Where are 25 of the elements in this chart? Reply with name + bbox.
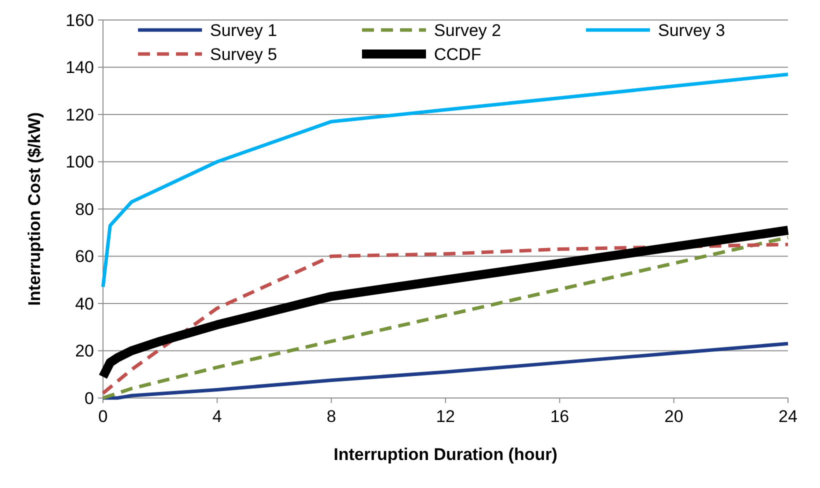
legend-label: Survey 2 [434,20,502,40]
x-tick-label: 12 [436,407,455,426]
legend-label: Survey 5 [210,44,278,64]
y-axis-title: Interruption Cost ($/kW) [25,112,44,306]
legend-label: Survey 1 [210,20,278,40]
y-tick-label: 160 [66,10,94,30]
y-tick-label: 80 [75,200,94,219]
legend-label: Survey 3 [658,20,726,40]
legend-label: CCDF [434,44,482,64]
x-axis-title: Interruption Duration (hour) [334,445,558,464]
y-tick-label: 20 [75,342,94,361]
y-tick-label: 0 [84,388,94,408]
x-tick-label: 4 [212,407,222,426]
y-tick-label: 100 [66,152,94,172]
x-tick-label: 24 [778,407,798,426]
y-tick-label: 40 [75,294,94,314]
y-tick-label: 120 [66,105,94,124]
y-tick-label: 140 [66,58,94,78]
line-series [101,342,790,400]
line-series [101,72,790,289]
x-tick-label: 16 [550,407,570,426]
x-tick-label: 8 [326,407,336,426]
x-tick-label: 20 [664,407,684,426]
y-tick-label: 60 [75,247,94,266]
x-tick-label: 0 [98,407,108,426]
